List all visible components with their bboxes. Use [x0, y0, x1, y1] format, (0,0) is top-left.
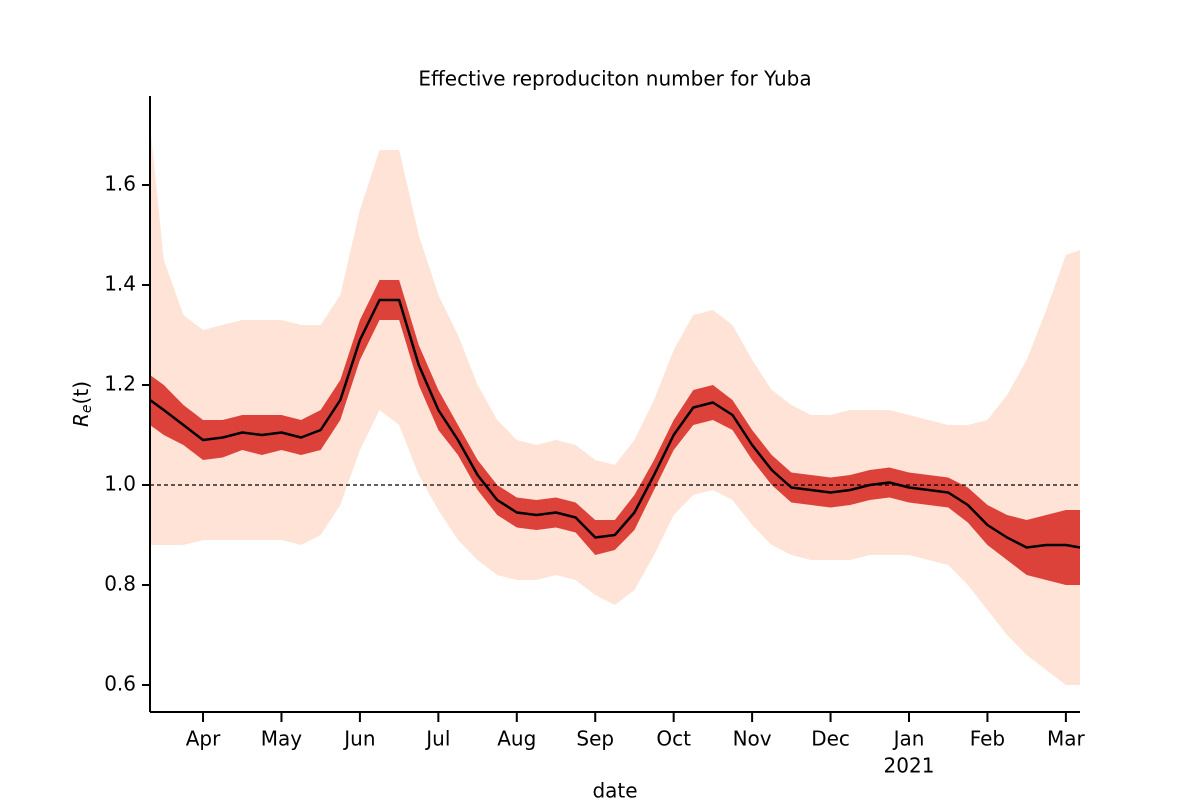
x-tick-label: Feb — [970, 727, 1005, 751]
x-axis-label: date — [592, 779, 637, 800]
chart-title: Effective reproduciton number for Yuba — [418, 67, 811, 91]
uncertainty-band — [150, 280, 1080, 585]
uncertainty-band — [150, 125, 1080, 685]
x-tick-label: Dec — [811, 727, 850, 751]
y-label-sub: e — [79, 404, 95, 413]
x-tick-label: Jan — [892, 727, 925, 751]
x-tick-label: Aug — [497, 727, 536, 751]
y-tick-label: 1.4 — [104, 272, 136, 296]
y-tick-label: 1.2 — [104, 372, 136, 396]
x-tick-label: Sep — [576, 727, 614, 751]
y-label-base: R — [69, 413, 93, 427]
x-tick-label: May — [261, 727, 303, 751]
x-tick-label: Mar — [1047, 727, 1086, 751]
x-tick-label: Nov — [733, 727, 772, 751]
median-line — [149, 298, 1081, 549]
y-tick-label: 1.6 — [104, 172, 136, 196]
x-tick-label: Apr — [186, 727, 221, 751]
y-tick-label: 0.8 — [104, 572, 136, 596]
y-label-tail: (t) — [69, 381, 93, 404]
x-tick-label: Oct — [656, 727, 691, 751]
x-tick-label: Jun — [342, 727, 375, 751]
y-tick-label: 1.0 — [104, 472, 136, 496]
y-tick-label: 0.6 — [104, 672, 136, 696]
x-tick-label: Jul — [424, 727, 450, 751]
x-year-label: 2021 — [884, 754, 935, 778]
y-axis-label: Re(t) — [69, 381, 96, 427]
